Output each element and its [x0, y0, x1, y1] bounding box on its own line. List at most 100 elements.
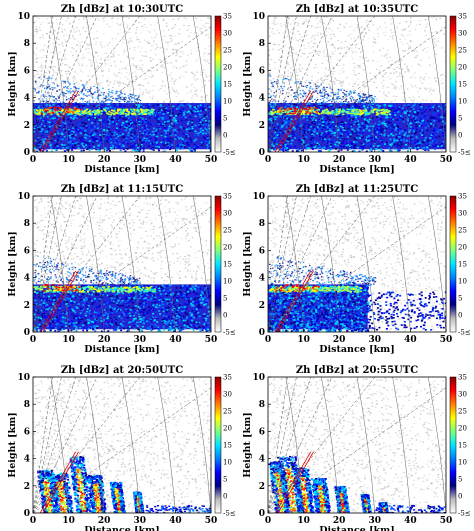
axes-frame [32, 376, 212, 514]
y-tick-label: 2 [24, 301, 30, 311]
axes-frame [267, 15, 447, 153]
colorbar-tick-label: 30 [223, 210, 232, 218]
x-tick-label: 50 [205, 335, 218, 345]
y-tick-label: 4 [259, 274, 265, 284]
colorbar-tick-label: 35 [223, 13, 232, 21]
y-tick-label: 0 [259, 148, 265, 158]
y-tick-label: 0 [24, 148, 30, 158]
colorbar-tick-label: 10 [223, 98, 232, 106]
x-tick-label: 40 [169, 155, 182, 165]
colorbar-tick-label: 35 [458, 374, 467, 382]
reflectivity-field [268, 377, 446, 513]
colorbar-tick-label: 30 [458, 30, 467, 38]
y-tick-label: 4 [259, 455, 265, 465]
y-tick-label: 0 [24, 509, 30, 519]
colorbar-tick-label: 0 [223, 132, 227, 140]
colorbar-tick-label: 5 [458, 476, 462, 484]
x-tick-label: 0 [265, 516, 271, 526]
y-axis-label: Height [km] [7, 231, 18, 297]
x-tick-label: 40 [169, 516, 182, 526]
y-tick-label: 8 [259, 400, 265, 410]
y-tick-label: 2 [259, 301, 265, 311]
y-axis-label: Height [km] [242, 412, 253, 478]
x-axis-label: Distance [km] [319, 344, 394, 355]
reflectivity-field [268, 16, 446, 152]
colorbar-tick-label: -5≤ [223, 510, 236, 518]
y-tick-label: 8 [24, 39, 30, 49]
y-tick-label: 6 [24, 427, 30, 437]
x-tick-label: 10 [297, 516, 310, 526]
colorbar [214, 376, 222, 514]
y-tick-label: 2 [24, 482, 30, 492]
colorbar-tick-label: 15 [223, 261, 232, 269]
x-tick-label: 40 [404, 516, 417, 526]
panel-title: Zh [dBz] at 10:30UTC [61, 4, 183, 15]
y-tick-label: 6 [259, 66, 265, 76]
panel-title: Zh [dBz] at 11:15UTC [61, 184, 183, 195]
colorbar-tick-label: -5≤ [458, 149, 471, 157]
x-tick-label: 50 [205, 155, 218, 165]
colorbar-tick-label: 25 [223, 408, 232, 416]
axes-frame [267, 195, 447, 333]
y-tick-label: 8 [259, 219, 265, 229]
panel-title: Zh [dBz] at 11:25UTC [296, 184, 418, 195]
x-tick-label: 10 [297, 335, 310, 345]
colorbar-tick-label: 15 [458, 81, 467, 89]
y-tick-label: 10 [17, 373, 30, 383]
axes-frame [267, 376, 447, 514]
y-tick-label: 10 [252, 373, 265, 383]
x-tick-label: 50 [440, 335, 453, 345]
y-tick-label: 10 [17, 12, 30, 22]
x-tick-label: 30 [134, 155, 147, 165]
y-axis-label: Height [km] [7, 412, 18, 478]
y-tick-label: 8 [24, 219, 30, 229]
x-tick-label: 50 [440, 516, 453, 526]
colorbar-tick-label: 30 [223, 30, 232, 38]
x-tick-label: 20 [98, 516, 111, 526]
colorbar-tick-label: -5≤ [223, 329, 236, 337]
colorbar-tick-label: 10 [458, 459, 467, 467]
y-tick-label: 2 [24, 121, 30, 131]
x-axis-label: Distance [km] [84, 164, 159, 175]
colorbar-tick-label: 0 [223, 493, 227, 501]
colorbar-tick-label: 30 [458, 391, 467, 399]
colorbar-tick-label: 5 [223, 295, 227, 303]
colorbar-tick-label: 25 [458, 227, 467, 235]
colorbar-tick-label: 20 [458, 425, 467, 433]
y-tick-label: 8 [259, 39, 265, 49]
x-axis-label: Distance [km] [319, 164, 394, 175]
x-tick-label: 10 [297, 155, 310, 165]
x-axis-label: Distance [km] [319, 525, 394, 531]
y-tick-label: 4 [24, 274, 30, 284]
x-tick-label: 20 [333, 155, 346, 165]
colorbar-tick-label: 0 [458, 493, 462, 501]
x-tick-label: 0 [265, 335, 271, 345]
colorbar-tick-label: 25 [458, 408, 467, 416]
colorbar [449, 195, 457, 333]
x-tick-label: 10 [62, 335, 75, 345]
y-axis-label: Height [km] [242, 231, 253, 297]
colorbar-tick-label: -5≤ [223, 149, 236, 157]
x-tick-label: 20 [98, 335, 111, 345]
reflectivity-field [33, 196, 211, 332]
reflectivity-field [33, 16, 211, 152]
colorbar-tick-label: 25 [223, 47, 232, 55]
colorbar-tick-label: 25 [223, 227, 232, 235]
x-axis-label: Distance [km] [84, 344, 159, 355]
colorbar-tick-label: 0 [223, 312, 227, 320]
colorbar-tick-label: 10 [458, 278, 467, 286]
x-tick-label: 10 [62, 516, 75, 526]
colorbar-tick-label: 35 [458, 13, 467, 21]
y-axis-label: Height [km] [242, 51, 253, 117]
axes-frame [32, 15, 212, 153]
y-tick-label: 4 [259, 94, 265, 104]
colorbar-tick-label: 30 [458, 210, 467, 218]
y-tick-label: 10 [252, 192, 265, 202]
x-tick-label: 10 [62, 155, 75, 165]
y-tick-label: 10 [252, 12, 265, 22]
